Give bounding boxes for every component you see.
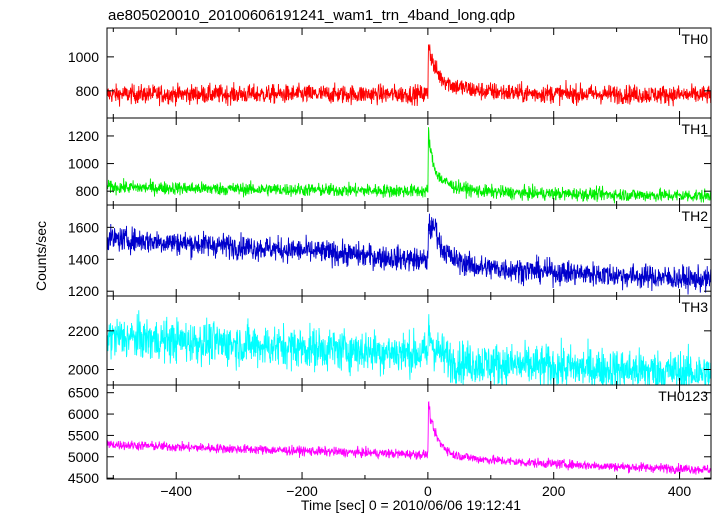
y-tick-label: 800	[76, 183, 100, 199]
y-tick-label: 5500	[68, 427, 99, 443]
y-tick-label: 6000	[68, 406, 99, 422]
x-axis-label: Time [sec] 0 = 2010/06/06 19:12:41	[301, 497, 521, 513]
series-line-th3	[107, 310, 711, 385]
panel-label-th3: TH3	[682, 299, 709, 315]
chart-title: ae805020010_20100606191241_wam1_trn_4ban…	[108, 7, 515, 24]
y-tick-label: 6500	[68, 385, 99, 401]
y-tick-label: 1600	[68, 219, 99, 235]
y-tick-label: 2000	[68, 362, 99, 378]
y-tick-label: 800	[76, 83, 100, 99]
x-tick-label: 0	[424, 483, 432, 499]
y-tick-label: 2200	[68, 323, 99, 339]
y-tick-label: 1000	[68, 156, 99, 172]
x-tick-label: 200	[542, 483, 566, 499]
panel-th1: 800 1000 1200 TH1	[68, 117, 712, 206]
y-tick-label: 4500	[68, 470, 99, 486]
x-tick-label: −400	[160, 483, 192, 499]
series-line-th1	[107, 127, 711, 204]
series-line-th0123	[107, 401, 711, 475]
panel-th3: 2000 2200 TH3	[68, 295, 712, 386]
y-axis-label: Counts/sec	[33, 221, 49, 291]
panel-label-th2: TH2	[682, 208, 709, 224]
chart-panels: 800 1000 TH0 800 1000 1200 TH1 1200 1400 1600 TH2 2…	[68, 27, 712, 499]
series-line-th2	[107, 213, 711, 295]
panel-label-th1: TH1	[682, 121, 709, 137]
panel-th0123: 4500 5000 5500 6000 6500 TH0123	[68, 384, 712, 486]
series-line-th0	[107, 44, 711, 107]
panel-label-th0: TH0	[682, 31, 709, 47]
panel-th0: 800 1000 TH0	[68, 27, 712, 119]
y-tick-label: 1400	[68, 251, 99, 267]
panel-frame	[106, 384, 712, 480]
x-tick-label: 400	[668, 483, 692, 499]
panel-th2: 1200 1400 1600 TH2	[68, 204, 712, 299]
y-tick-label: 1000	[68, 49, 99, 65]
x-tick-label: −200	[286, 483, 318, 499]
y-tick-label: 5000	[68, 449, 99, 465]
panel-label-th0123: TH0123	[658, 388, 708, 404]
y-tick-label: 1200	[68, 128, 99, 144]
panel-frame	[106, 27, 712, 119]
y-tick-label: 1200	[68, 283, 99, 299]
